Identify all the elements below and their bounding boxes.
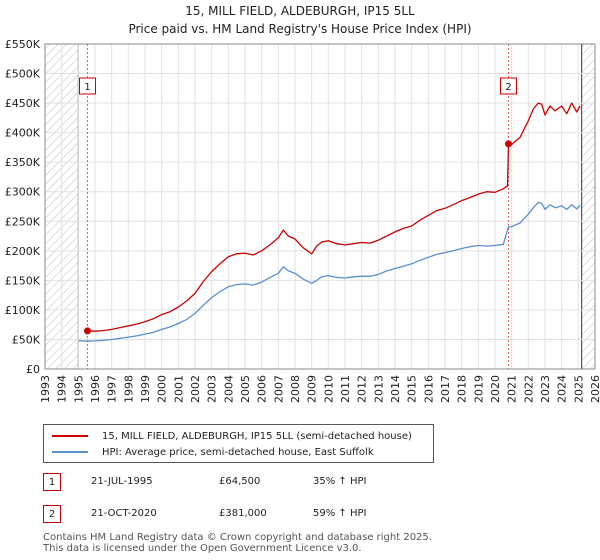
x-tick-label: 2006: [256, 375, 269, 403]
x-tick-label: 2001: [172, 375, 185, 403]
sale-marker: 1: [43, 473, 61, 491]
legend-swatch-hpi: [52, 451, 88, 453]
x-tick-label: 2017: [439, 375, 452, 403]
title-line-1: 15, MILL FIELD, ALDEBURGH, IP15 5LL: [185, 4, 415, 18]
sale-row: 2 21-OCT-2020 £381,000 59% ↑ HPI: [43, 505, 563, 525]
footer: Contains HM Land Registry data © Crown c…: [43, 532, 432, 554]
x-tick-label: 1994: [56, 375, 69, 403]
sale-hpi-change: 35% ↑ HPI: [313, 476, 367, 487]
sale-price: £64,500: [219, 476, 261, 487]
sale-date: 21-OCT-2020: [91, 508, 157, 519]
sale-hpi-change: 59% ↑ HPI: [313, 508, 367, 519]
x-tick-label: 2000: [156, 375, 169, 403]
sale-price: £381,000: [219, 508, 267, 519]
footer-line-1: Contains HM Land Registry data © Crown c…: [43, 532, 432, 543]
x-tick-label: 1996: [89, 375, 102, 403]
x-tick-label: 1997: [106, 375, 119, 403]
x-tick-label: 2004: [222, 375, 235, 403]
x-tick-label: 2021: [506, 375, 519, 403]
legend-swatch-property: [52, 435, 88, 437]
x-tick-label: 2024: [556, 375, 569, 403]
y-tick-label: £200K: [5, 245, 41, 258]
footer-line-2: This data is licensed under the Open Gov…: [43, 543, 362, 554]
legend-item-property: 15, MILL FIELD, ALDEBURGH, IP15 5LL (sem…: [52, 428, 412, 444]
title-line-2: Price paid vs. HM Land Registry's House …: [128, 22, 472, 36]
x-tick-label: 1995: [72, 375, 85, 403]
x-tick-label: 2015: [406, 375, 419, 403]
y-tick-label: £350K: [5, 156, 41, 169]
x-tick-label: 2018: [456, 375, 469, 403]
sale-point: [84, 327, 91, 335]
y-tick-label: £450K: [5, 97, 41, 110]
plot-border: [44, 43, 596, 370]
x-tick-label: 2013: [372, 375, 385, 403]
y-tick-label: £550K: [5, 38, 41, 51]
x-tick-label: 2003: [206, 375, 219, 403]
series-line-property: [87, 102, 581, 332]
x-tick-label: 2011: [339, 375, 352, 403]
x-tick-label: 1998: [122, 375, 135, 403]
sale-label-box: [500, 77, 517, 95]
y-tick-label: £400K: [5, 127, 41, 140]
x-tick-label: 2016: [422, 375, 435, 403]
y-tick-label: £300K: [5, 186, 41, 199]
x-tick-label: 2010: [322, 375, 335, 403]
x-tick-label: 2026: [589, 375, 600, 403]
price-chart: 1 2 £0 £50K £100K £150K £200K £250K £300K £350K £…: [5, 38, 600, 403]
legend-label-hpi: HPI: Average price, semi-detached house,…: [102, 446, 374, 458]
x-tick-label: 2002: [189, 375, 202, 403]
chart-title: 15, MILL FIELD, ALDEBURGH, IP15 5LL Pric…: [0, 2, 600, 38]
sale-row: 1 21-JUL-1995 £64,500 35% ↑ HPI: [43, 473, 563, 493]
sale-label-box: [79, 77, 96, 95]
x-tick-label: 2012: [356, 375, 369, 403]
sale-label: 1: [84, 82, 90, 93]
legend: 15, MILL FIELD, ALDEBURGH, IP15 5LL (sem…: [43, 424, 434, 463]
legend-label-property: 15, MILL FIELD, ALDEBURGH, IP15 5LL (sem…: [102, 430, 412, 442]
x-tick-label: 2008: [289, 375, 302, 403]
x-tick-label: 2014: [389, 375, 402, 403]
legend-item-hpi: HPI: Average price, semi-detached house,…: [52, 444, 374, 460]
sale-date: 21-JUL-1995: [91, 476, 153, 487]
x-tick-label: 2005: [239, 375, 252, 403]
x-tick-label: 2007: [272, 375, 285, 403]
x-tick-label: 1999: [139, 375, 152, 403]
x-tick-label: 2019: [472, 375, 485, 403]
x-tick-label: 1993: [39, 375, 52, 403]
y-tick-label: £100K: [5, 304, 41, 317]
x-tick-label: 2025: [572, 375, 585, 403]
sale-label: 2: [505, 82, 511, 93]
y-tick-label: £50K: [12, 333, 41, 346]
x-tick-label: 2023: [539, 375, 552, 403]
x-tick-label: 2022: [522, 375, 535, 403]
plot-area: [45, 44, 595, 369]
y-tick-label: £500K: [5, 68, 41, 81]
x-tick-label: 2020: [489, 375, 502, 403]
y-tick-label: £250K: [5, 215, 41, 228]
sale-marker: 2: [43, 505, 61, 523]
x-tick-label: 2009: [306, 375, 319, 403]
y-tick-label: £0: [26, 363, 40, 376]
y-tick-label: £150K: [5, 274, 41, 287]
sale-point: [505, 140, 512, 148]
hatched-region: [581, 44, 595, 369]
